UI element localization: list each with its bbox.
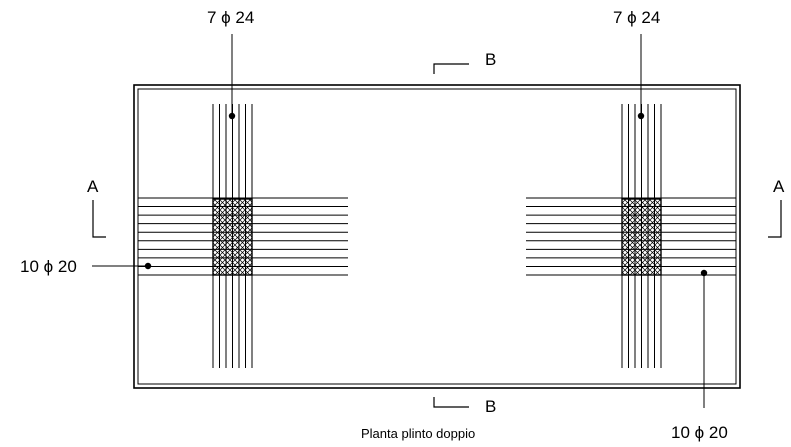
section-mark-a-left [92,200,106,238]
leader-dot-left [144,262,152,270]
footing-outline-inner [137,88,737,385]
footing-outline-outer [133,84,741,389]
leader-dot-bottom-right [700,269,708,277]
rebar-label-top-left: 7 ϕ 24 [207,8,254,27]
section-label-b-top: B [485,50,496,69]
section-mark-b-bottom [433,397,469,408]
rebar-label-top-right: 7 ϕ 24 [613,8,660,27]
section-mark-b-top [433,63,469,74]
leader-dot-top-left [228,112,236,120]
section-label-a-right: A [773,177,785,196]
right-column-section [621,198,662,276]
leader-dot-top-right [637,112,645,120]
left-column-section [212,198,253,276]
rebar-label-left: 10 ϕ 20 [20,257,77,276]
drawing-caption: Planta plinto doppio [361,426,475,441]
section-label-b-bottom: B [485,397,496,416]
section-label-a-left: A [87,177,99,196]
rebar-label-bottom-right: 10 ϕ 20 [671,423,728,442]
section-mark-a-right [768,200,782,238]
